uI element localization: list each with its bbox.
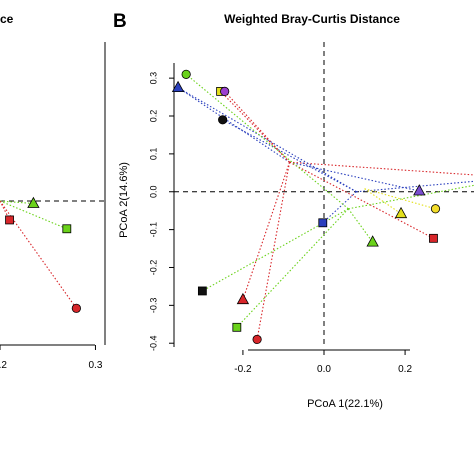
panel-a: ce 0.2 0.3 — [0, 12, 106, 371]
data-point-circle — [252, 334, 262, 345]
connector-line — [289, 161, 474, 176]
panel-a-data-point-triangle — [27, 196, 40, 208]
connector-line — [220, 91, 290, 163]
connector-line — [222, 119, 357, 193]
chart-title: Weighted Bray-Curtis Distance — [224, 12, 400, 26]
data-point-triangle — [394, 206, 408, 219]
data-point-triangle — [236, 292, 250, 305]
data-point-circle — [218, 115, 228, 125]
panel-a-x-tick-label: 0.2 — [0, 360, 7, 371]
panel-a-x-ticks: 0.2 0.3 — [0, 345, 103, 371]
connector-line — [185, 73, 349, 210]
data-point-square — [197, 286, 207, 296]
panel-a-title-fragment: ce — [0, 12, 14, 26]
panel-a-data-point-circle — [71, 303, 81, 313]
panel-a-points — [5, 196, 81, 313]
y-axis-label: PCoA 2(14.6%) — [118, 162, 130, 238]
panel-a-data-point-square — [62, 224, 72, 234]
y-tick-label: 0.0 — [148, 185, 158, 198]
y-tick-label: -0.4 — [148, 335, 158, 351]
connector-line — [348, 184, 474, 210]
y-tick-label: 0.3 — [148, 72, 158, 85]
connector-line — [224, 91, 290, 163]
x-tick-label: 0.2 — [398, 364, 412, 375]
y-tick-label: -0.3 — [148, 298, 158, 314]
x-tick-label: -0.2 — [234, 364, 252, 375]
panel-a-connector-line — [0, 200, 68, 230]
connector-line — [347, 208, 374, 243]
y-tick-label: 0.2 — [148, 110, 158, 123]
connector-line — [236, 208, 349, 328]
data-point-square — [232, 322, 242, 332]
panel-b-points — [171, 69, 441, 345]
y-tick-label: -0.2 — [148, 260, 158, 276]
x-axis-label: PCoA 1(22.1%) — [307, 398, 383, 410]
y-tick-label: 0.1 — [148, 148, 158, 161]
data-point-triangle — [413, 184, 426, 196]
data-point-circle — [181, 69, 191, 79]
connector-line — [242, 162, 291, 300]
panel-b-connectors — [177, 73, 474, 340]
data-point-circle — [430, 204, 441, 214]
data-point-triangle — [366, 235, 379, 247]
panel-a-data-point-square — [5, 215, 14, 225]
panel-b: B Weighted Bray-Curtis Distance 0.30.20.… — [113, 11, 474, 410]
panel-b-letter: B — [113, 11, 127, 32]
connector-line — [364, 188, 402, 215]
y-tick-label: -0.1 — [148, 222, 158, 238]
panel-a-x-tick-label: 0.3 — [89, 360, 103, 371]
connector-line — [289, 161, 434, 239]
data-point-triangle — [171, 80, 185, 93]
connector-line — [256, 162, 291, 340]
connector-line — [356, 180, 474, 193]
reference-lines — [174, 42, 474, 347]
connector-line — [322, 191, 357, 224]
data-point-circle — [220, 86, 230, 97]
data-point-square — [318, 218, 328, 228]
connector-line — [177, 87, 357, 193]
panel-b-ticks: 0.3 0.2 0.1 0.0 -0.1 -0.2 -0.3 -0.4 -0.2 0.0 0.2 — [148, 72, 412, 375]
connector-line — [289, 161, 420, 192]
data-point-square — [429, 233, 438, 243]
connector-line — [177, 87, 290, 163]
x-tick-label: 0.0 — [317, 364, 331, 375]
